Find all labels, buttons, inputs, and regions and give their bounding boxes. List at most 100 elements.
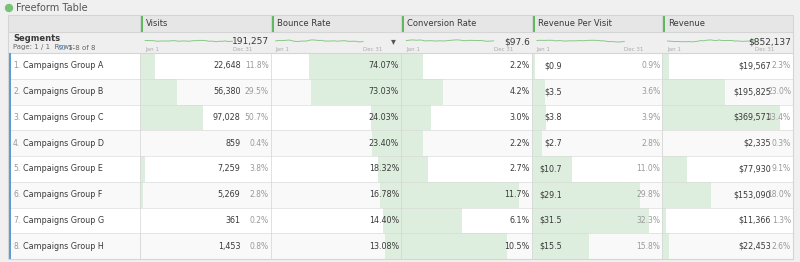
- Text: Revenue: Revenue: [669, 19, 706, 28]
- Text: 2.2%: 2.2%: [510, 139, 530, 148]
- Bar: [662, 156, 687, 182]
- Text: 0.9%: 0.9%: [641, 61, 661, 70]
- Text: 3.9%: 3.9%: [641, 113, 661, 122]
- Bar: [401, 105, 431, 130]
- Bar: [8, 130, 10, 156]
- Bar: [140, 15, 143, 32]
- Text: $19,567: $19,567: [738, 61, 771, 70]
- Bar: [8, 53, 793, 79]
- Text: $3.8: $3.8: [544, 113, 562, 122]
- Bar: [385, 233, 402, 259]
- Text: ▾: ▾: [391, 36, 396, 46]
- Bar: [371, 105, 402, 130]
- Bar: [380, 182, 402, 208]
- Bar: [8, 182, 10, 208]
- Text: $2.7: $2.7: [544, 139, 562, 148]
- Text: 1.3%: 1.3%: [772, 216, 791, 225]
- Bar: [8, 79, 10, 105]
- Bar: [140, 233, 141, 259]
- Bar: [662, 208, 666, 233]
- Text: 11.8%: 11.8%: [245, 61, 269, 70]
- Text: 3.8%: 3.8%: [250, 164, 269, 173]
- Bar: [662, 182, 711, 208]
- Bar: [8, 233, 10, 259]
- Text: 11.0%: 11.0%: [637, 164, 661, 173]
- Text: 2.: 2.: [13, 87, 20, 96]
- Text: 361: 361: [226, 216, 241, 225]
- Text: Freeform Table: Freeform Table: [16, 3, 88, 13]
- Text: 23.40%: 23.40%: [369, 139, 399, 148]
- Bar: [532, 79, 545, 105]
- Text: 859: 859: [226, 139, 241, 148]
- Text: 50: 50: [57, 45, 66, 51]
- Bar: [140, 182, 143, 208]
- Text: $3.5: $3.5: [544, 87, 562, 96]
- Text: 3.: 3.: [13, 113, 20, 122]
- Bar: [8, 79, 793, 105]
- Text: Dec 31: Dec 31: [624, 47, 644, 52]
- Bar: [662, 53, 669, 79]
- Text: Revenue Per Visit: Revenue Per Visit: [538, 19, 612, 28]
- Text: $11,366: $11,366: [738, 216, 771, 225]
- Text: Jan 1: Jan 1: [537, 47, 550, 52]
- Text: 4.2%: 4.2%: [510, 87, 530, 96]
- Bar: [8, 53, 10, 79]
- Text: Page: 1 / 1  Rows:: Page: 1 / 1 Rows:: [13, 45, 78, 51]
- Text: 1-8 of 8: 1-8 of 8: [66, 45, 95, 51]
- Text: 32.3%: 32.3%: [637, 216, 661, 225]
- Text: 56,380: 56,380: [213, 87, 241, 96]
- Bar: [532, 233, 590, 259]
- Text: 7.: 7.: [13, 216, 20, 225]
- Bar: [532, 53, 535, 79]
- Text: Campaigns Group B: Campaigns Group B: [23, 87, 103, 96]
- Text: Jan 1: Jan 1: [145, 47, 159, 52]
- Text: $31.5: $31.5: [539, 216, 562, 225]
- Text: 1.: 1.: [13, 61, 20, 70]
- Text: 24.03%: 24.03%: [369, 113, 399, 122]
- Text: 14.40%: 14.40%: [369, 216, 399, 225]
- Text: Campaigns Group C: Campaigns Group C: [23, 113, 103, 122]
- Text: Segments: Segments: [13, 34, 60, 43]
- Bar: [662, 15, 666, 32]
- Text: $195,825: $195,825: [733, 87, 771, 96]
- Bar: [532, 15, 534, 32]
- Text: Dec 31: Dec 31: [233, 47, 252, 52]
- Text: 0.8%: 0.8%: [250, 242, 269, 251]
- Text: Visits: Visits: [146, 19, 168, 28]
- Bar: [401, 156, 428, 182]
- Text: Campaigns Group G: Campaigns Group G: [23, 216, 104, 225]
- Text: 3.6%: 3.6%: [641, 87, 661, 96]
- Text: 23.0%: 23.0%: [767, 87, 791, 96]
- Text: 13.08%: 13.08%: [369, 242, 399, 251]
- Bar: [532, 208, 650, 233]
- Text: 16.78%: 16.78%: [369, 190, 399, 199]
- Text: $0.9: $0.9: [544, 61, 562, 70]
- Text: 22,648: 22,648: [213, 61, 241, 70]
- Circle shape: [6, 4, 13, 12]
- Bar: [140, 156, 145, 182]
- Text: Bounce Rate: Bounce Rate: [277, 19, 330, 28]
- Bar: [8, 208, 793, 233]
- Bar: [401, 233, 506, 259]
- Bar: [8, 208, 10, 233]
- Text: Dec 31: Dec 31: [494, 47, 513, 52]
- Bar: [401, 208, 462, 233]
- Text: $2,335: $2,335: [743, 139, 771, 148]
- Text: 73.03%: 73.03%: [369, 87, 399, 96]
- Text: 6.: 6.: [13, 190, 20, 199]
- Bar: [401, 79, 443, 105]
- Text: $97.6: $97.6: [504, 37, 530, 46]
- Bar: [140, 53, 154, 79]
- Bar: [662, 233, 670, 259]
- Text: 43.4%: 43.4%: [767, 113, 791, 122]
- Text: 2.2%: 2.2%: [510, 61, 530, 70]
- Text: 191,257: 191,257: [231, 37, 269, 46]
- Text: 74.07%: 74.07%: [369, 61, 399, 70]
- Bar: [532, 130, 542, 156]
- Text: 6.1%: 6.1%: [510, 216, 530, 225]
- Bar: [532, 105, 546, 130]
- Text: 5,269: 5,269: [218, 190, 241, 199]
- Bar: [662, 79, 725, 105]
- Text: 2.6%: 2.6%: [772, 242, 791, 251]
- Bar: [8, 105, 10, 130]
